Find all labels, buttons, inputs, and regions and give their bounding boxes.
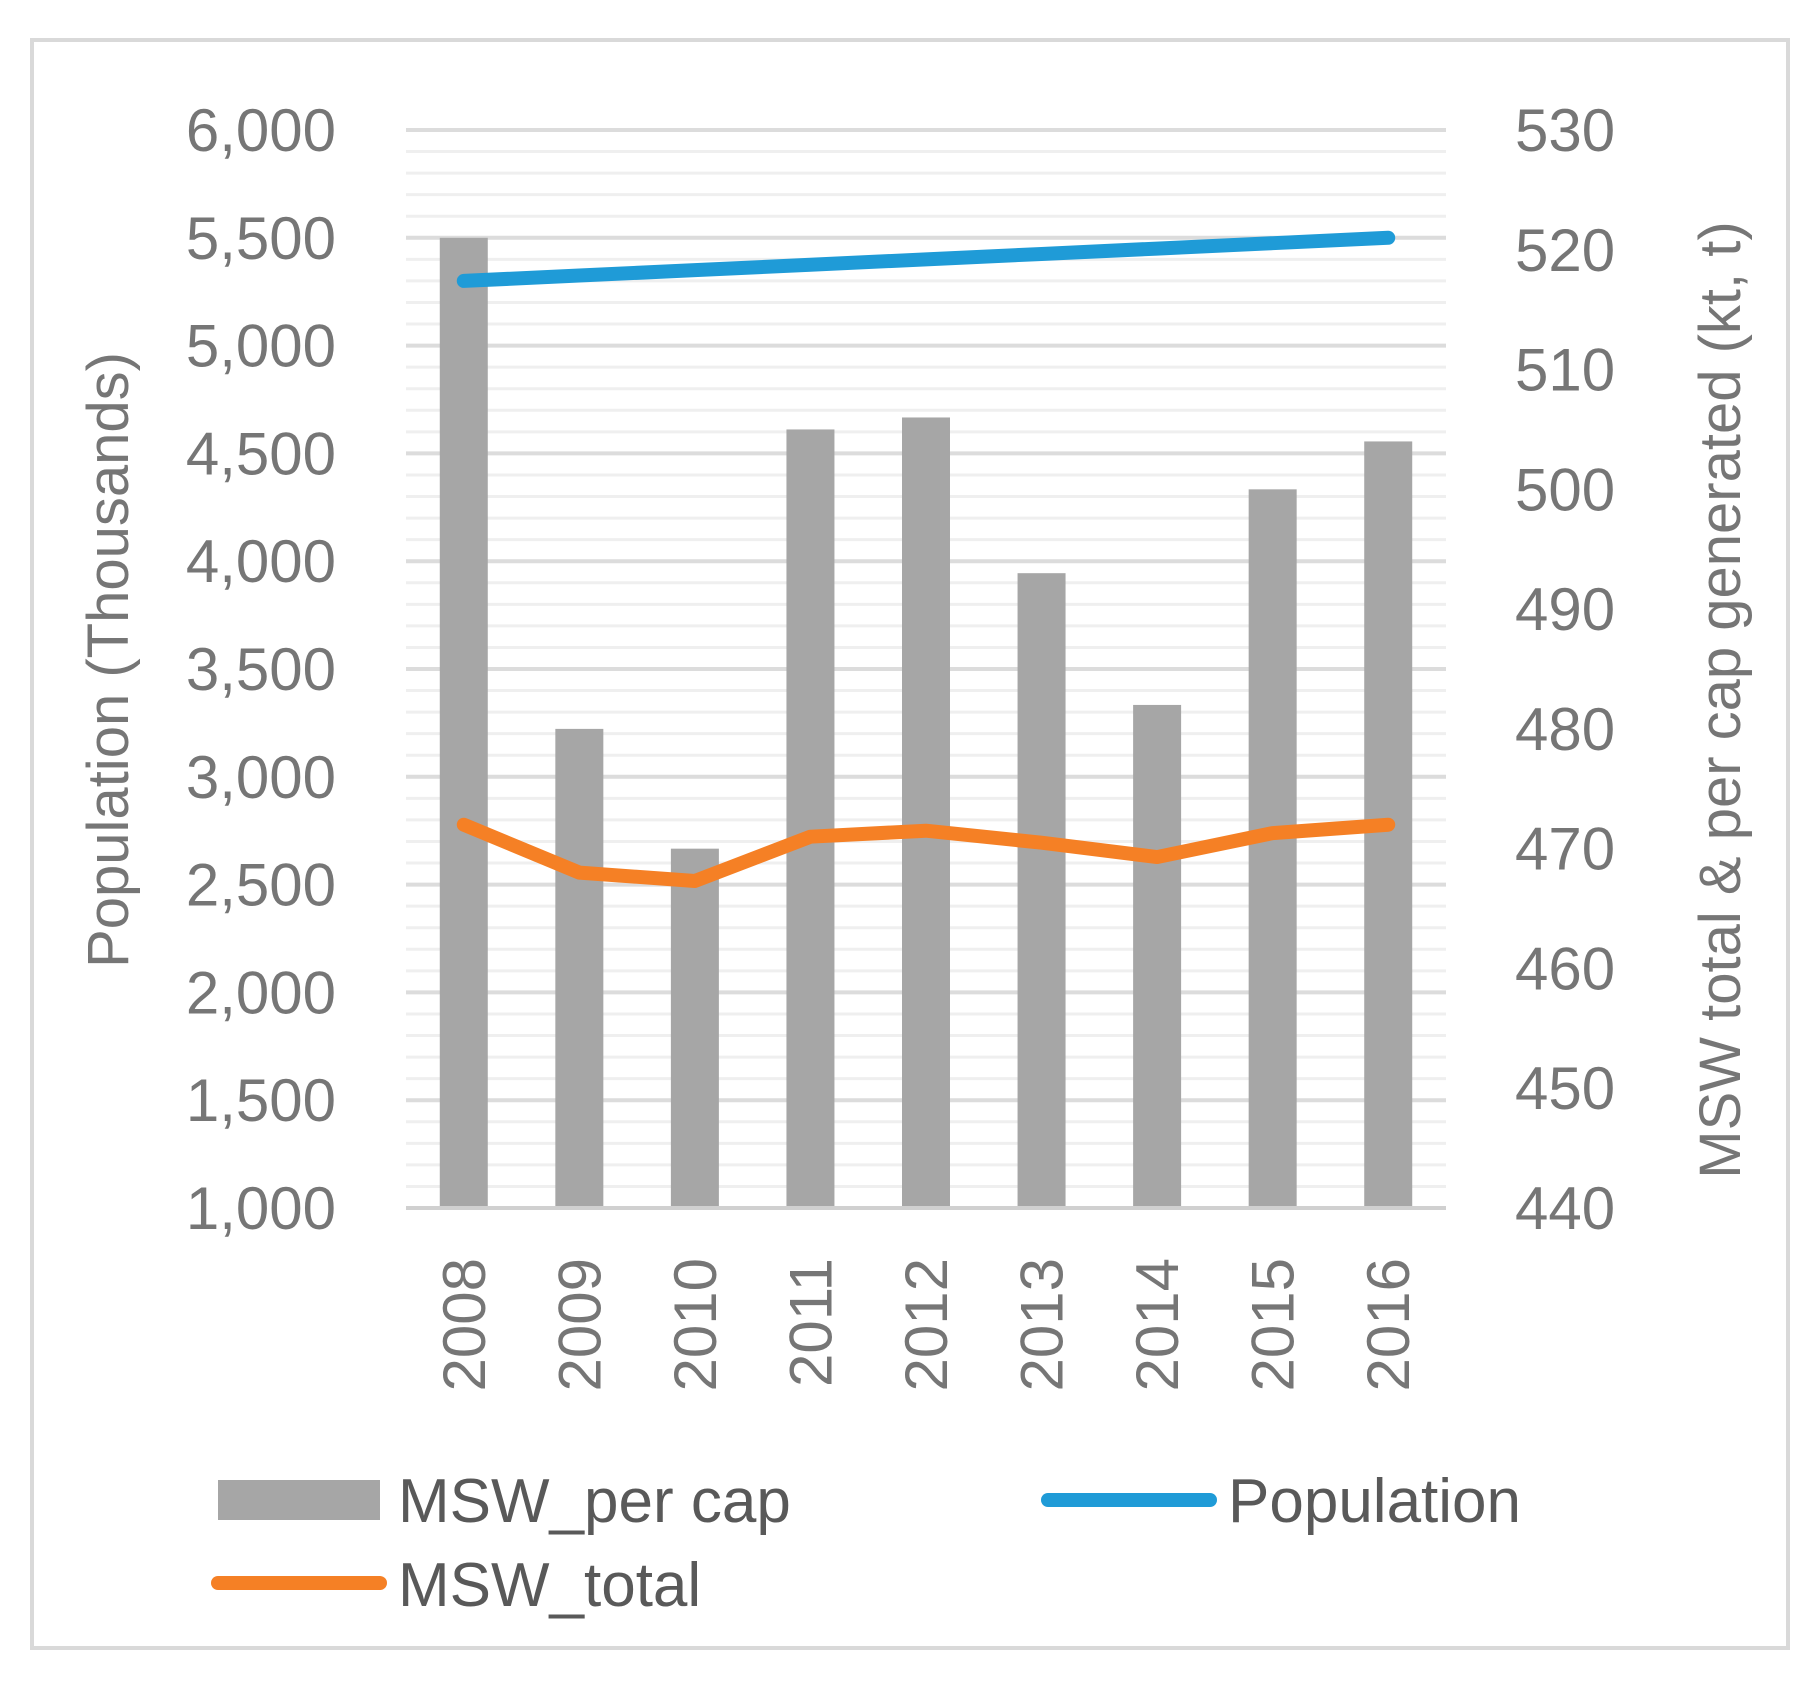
right-tick-label: 520: [1515, 217, 1615, 284]
line-series: [456, 230, 1396, 889]
x-tick-label: 2016: [1355, 1258, 1422, 1391]
left-tick-label: 1,000: [186, 1175, 336, 1242]
left-tick-label: 5,000: [186, 313, 336, 380]
right-tick-label: 460: [1515, 935, 1615, 1002]
right-tick-label: 510: [1515, 337, 1615, 404]
left-tick-label: 2,500: [186, 852, 336, 919]
right-axis-title: MSW total & per cap generated (kt, t): [1688, 221, 1753, 1178]
right-tick-label: 450: [1515, 1055, 1615, 1122]
bar-msw-per-cap-2010: [670, 848, 719, 1208]
x-tick-label: 2013: [1009, 1258, 1076, 1391]
right-tick-label: 480: [1515, 696, 1615, 763]
right-tick-label: 490: [1515, 576, 1615, 643]
right-tick-label: 440: [1515, 1175, 1615, 1242]
legend-swatch-msw-per-cap: [218, 1480, 380, 1520]
left-tick-label: 3,500: [186, 636, 336, 703]
x-tick-label: 2012: [893, 1258, 960, 1391]
x-tick-label: 2014: [1124, 1258, 1191, 1391]
bar-msw-per-cap-2012: [902, 417, 950, 1208]
x-tick-label: 2008: [431, 1258, 498, 1391]
x-tick-label: 2010: [662, 1258, 729, 1391]
left-tick-label: 4,500: [186, 420, 336, 487]
bar-msw-per-cap-2014: [1133, 704, 1182, 1208]
left-tick-label: 2,000: [186, 959, 336, 1026]
right-tick-label: 470: [1515, 816, 1615, 883]
left-tick-label: 4,000: [186, 528, 336, 595]
left-tick-label: 3,000: [186, 744, 336, 811]
bar-msw-per-cap-2013: [1017, 573, 1066, 1208]
legend: MSW_per cap Population MSW_total: [211, 1467, 1521, 1620]
bar-msw-per-cap-2008: [439, 237, 488, 1209]
bar-msw-per-cap-2009: [555, 728, 604, 1208]
right-tick-label: 500: [1515, 456, 1615, 523]
x-tick-label: 2011: [777, 1258, 844, 1387]
left-tick-label: 1,500: [186, 1067, 336, 1134]
left-axis-ticks: 1,000 1,500 2,000 2,500 3,000 3,500 4,000 4,500…: [186, 97, 336, 1242]
left-tick-label: 6,000: [186, 97, 336, 164]
legend-label-msw-per-cap: MSW_per cap: [398, 1467, 791, 1536]
bar-series: [439, 237, 1413, 1209]
right-tick-label: 530: [1515, 97, 1615, 164]
right-axis-ticks: 440 450 460 470 480 490 500 510 520 530: [1515, 97, 1615, 1242]
x-tick-label: 2015: [1240, 1258, 1307, 1391]
left-tick-label: 5,500: [186, 205, 336, 272]
x-axis-ticks: 2008 2009 2010 2011 2012 2013 2014 2015 2016: [431, 1258, 1422, 1391]
legend-label-population: Population: [1228, 1467, 1521, 1536]
x-tick-label: 2009: [546, 1258, 613, 1391]
bar-msw-per-cap-2015: [1248, 489, 1297, 1208]
line-msw-total: [456, 817, 1396, 889]
line-population: [456, 230, 1396, 288]
legend-label-msw-total: MSW_total: [398, 1551, 701, 1620]
bar-msw-per-cap-2011: [786, 429, 835, 1208]
left-axis-title: Population (Thousands): [76, 352, 141, 968]
